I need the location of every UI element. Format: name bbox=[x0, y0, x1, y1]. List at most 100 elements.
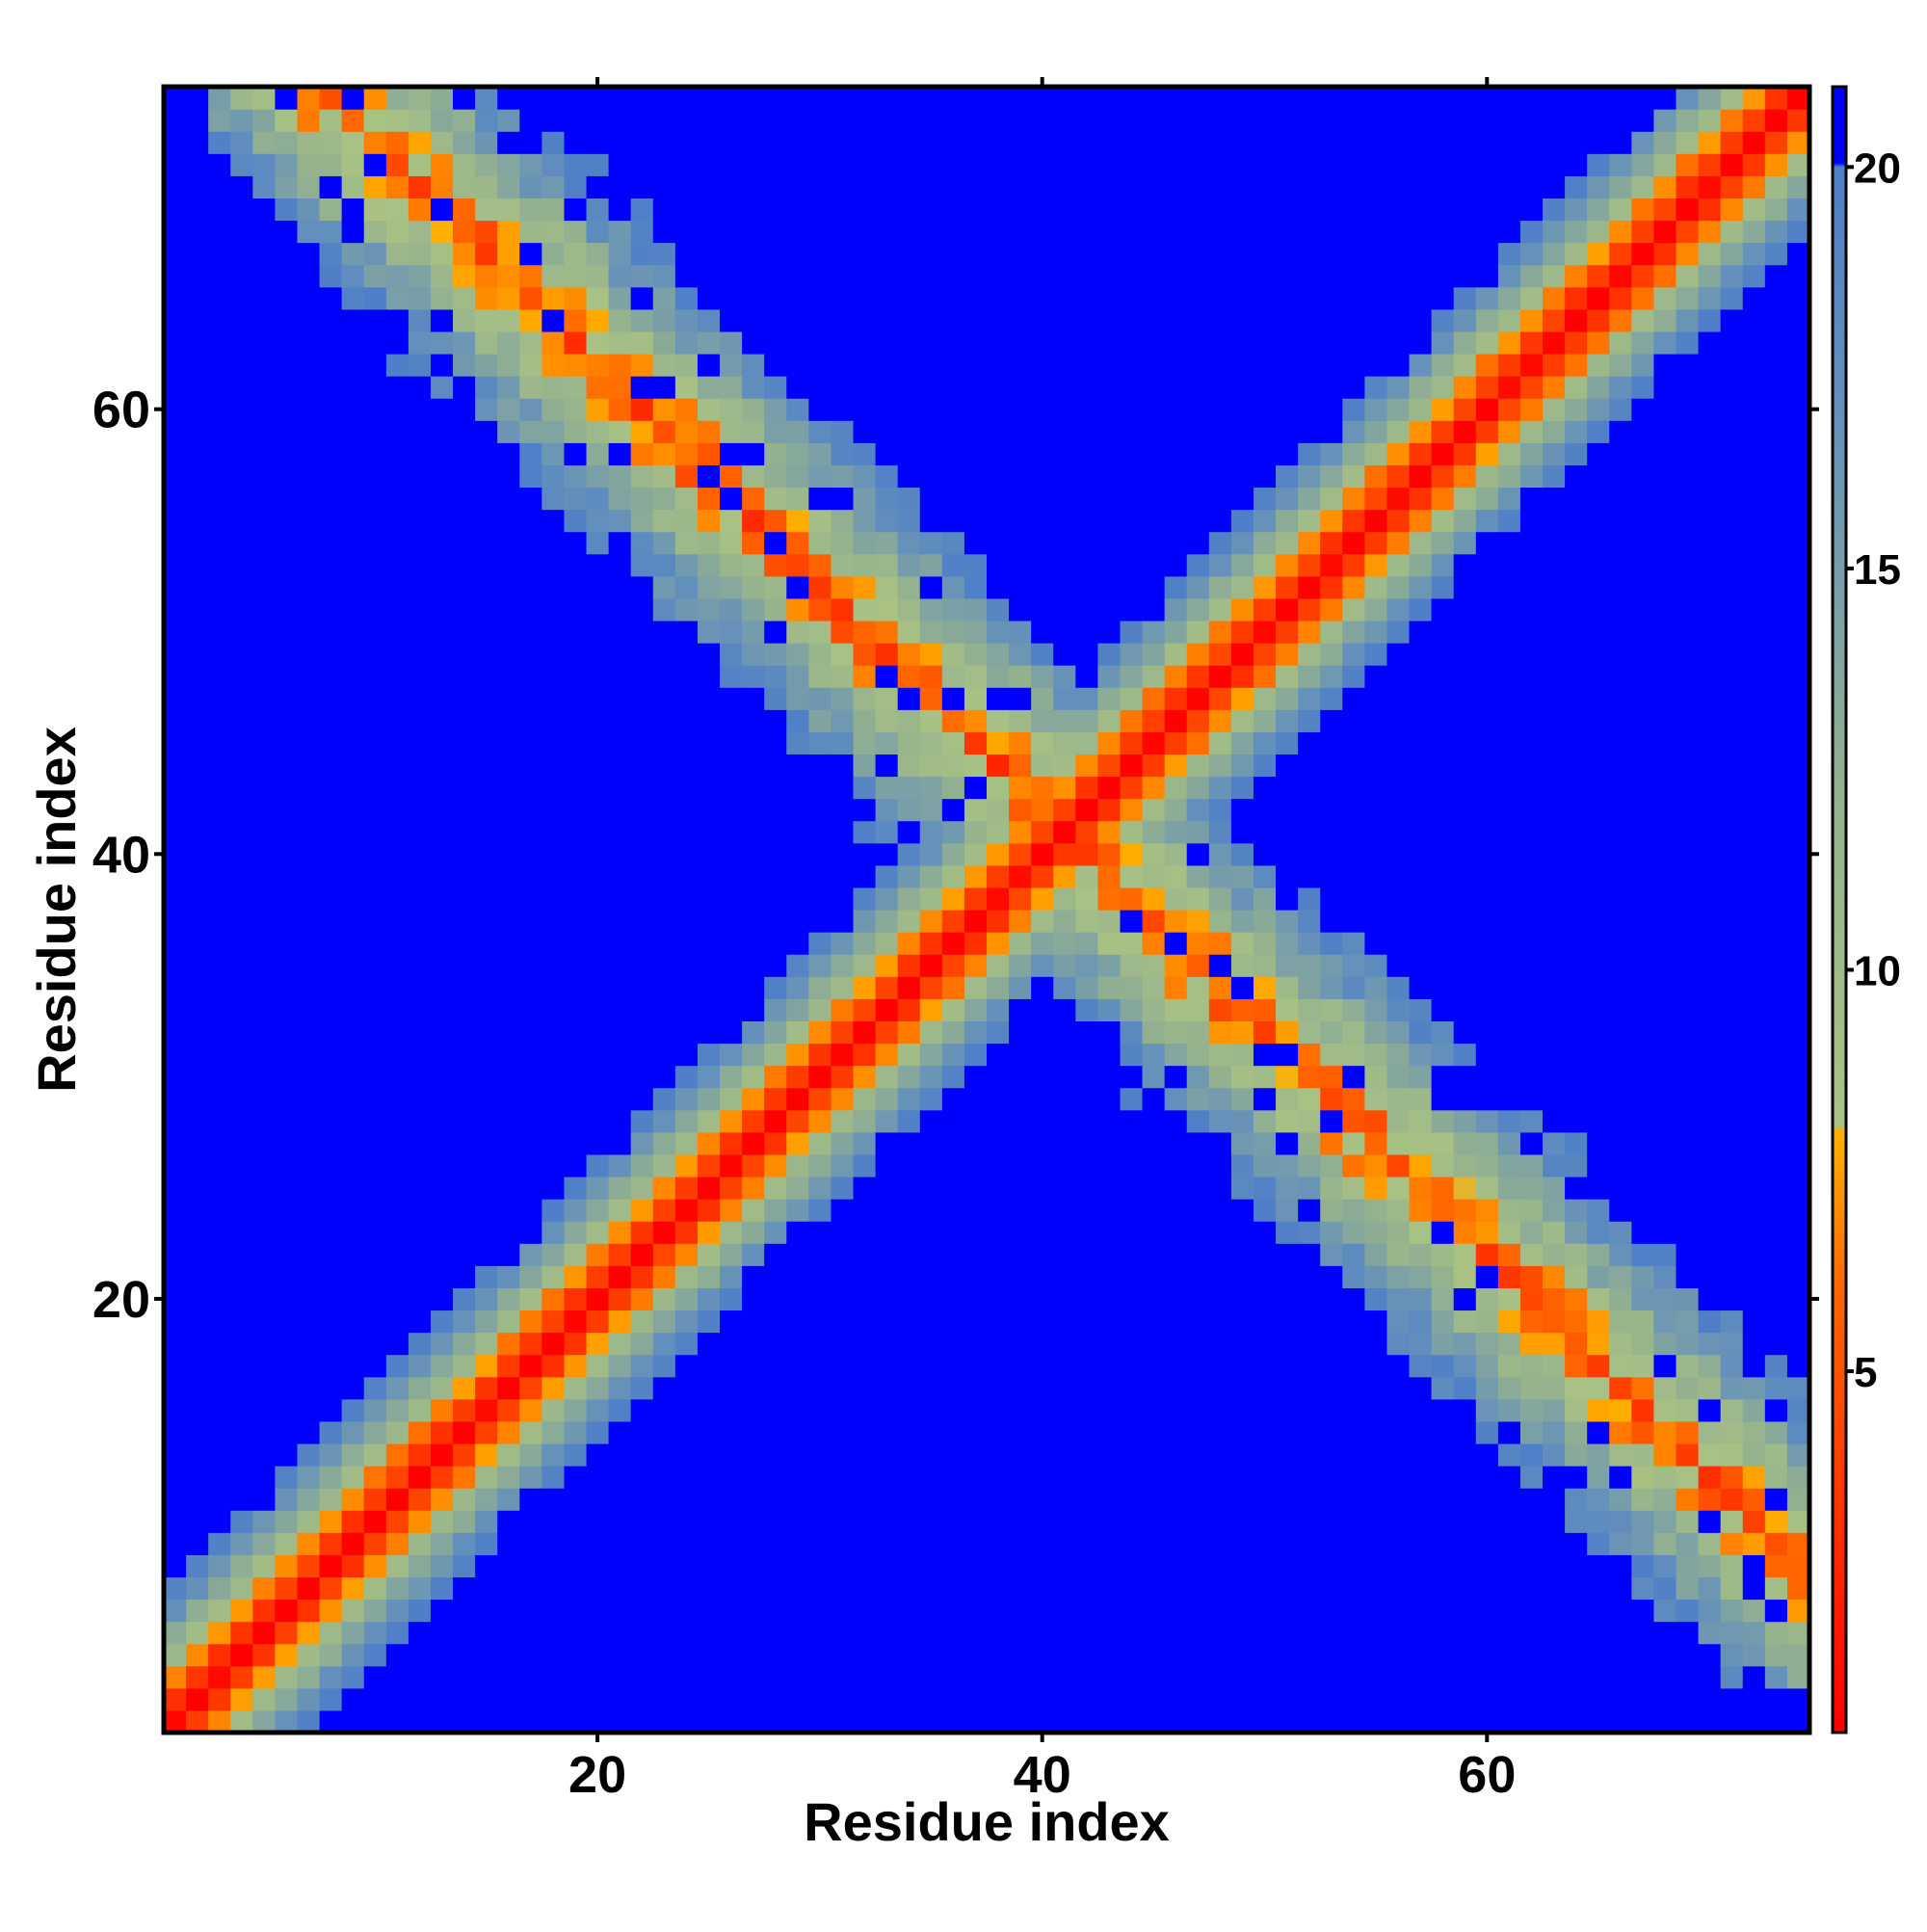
heatmap-cell bbox=[608, 353, 632, 377]
heatmap-cell bbox=[742, 776, 765, 800]
heatmap-cell bbox=[1409, 1621, 1433, 1645]
heatmap-cell bbox=[831, 864, 855, 888]
heatmap-cell bbox=[519, 1131, 542, 1155]
heatmap-cell bbox=[164, 976, 187, 999]
heatmap-cell bbox=[475, 87, 498, 110]
heatmap-cell bbox=[586, 220, 610, 244]
heatmap-cell bbox=[1031, 1709, 1054, 1734]
heatmap-cell bbox=[519, 1020, 542, 1045]
heatmap-cell bbox=[341, 464, 365, 489]
heatmap-cell bbox=[164, 842, 187, 866]
heatmap-cell bbox=[1230, 842, 1254, 866]
heatmap-cell bbox=[1431, 1287, 1455, 1311]
heatmap-cell bbox=[919, 1065, 943, 1089]
heatmap-cell bbox=[1142, 1665, 1166, 1689]
heatmap-cell bbox=[519, 1532, 542, 1555]
heatmap-cell bbox=[630, 1221, 654, 1244]
heatmap-cell bbox=[831, 910, 855, 933]
heatmap-cell bbox=[453, 1265, 476, 1288]
heatmap-cell bbox=[941, 1131, 965, 1155]
heatmap-cell bbox=[652, 1043, 676, 1067]
heatmap-cell bbox=[875, 1554, 899, 1578]
heatmap-cell bbox=[919, 109, 943, 132]
heatmap-cell bbox=[186, 198, 209, 222]
heatmap-cell bbox=[208, 709, 231, 732]
heatmap-cell bbox=[1453, 643, 1477, 666]
heatmap-cell bbox=[1142, 687, 1166, 710]
heatmap-cell bbox=[297, 1643, 321, 1667]
heatmap-cell bbox=[786, 575, 809, 599]
heatmap-cell bbox=[230, 1087, 253, 1111]
heatmap-cell bbox=[1342, 87, 1365, 110]
heatmap-cell bbox=[341, 1354, 365, 1378]
heatmap-cell bbox=[1431, 153, 1455, 176]
heatmap-cell bbox=[1230, 1065, 1254, 1089]
heatmap-cell bbox=[941, 1687, 965, 1711]
heatmap-cell bbox=[497, 1532, 520, 1555]
heatmap-cell bbox=[1519, 954, 1544, 977]
heatmap-cell bbox=[1587, 687, 1610, 710]
heatmap-cell bbox=[786, 264, 809, 288]
heatmap-cell bbox=[697, 376, 721, 399]
heatmap-cell bbox=[497, 1087, 520, 1111]
heatmap-cell bbox=[1565, 442, 1588, 465]
heatmap-cell bbox=[252, 1043, 276, 1067]
heatmap-cell bbox=[1409, 1020, 1433, 1045]
heatmap-cell bbox=[1031, 1265, 1054, 1288]
heatmap-cell bbox=[808, 1510, 832, 1533]
heatmap-cell bbox=[1253, 1466, 1277, 1489]
heatmap-cell bbox=[742, 1532, 765, 1555]
heatmap-cell bbox=[941, 998, 965, 1021]
heatmap-cell bbox=[764, 1687, 787, 1711]
heatmap-cell bbox=[1609, 87, 1632, 110]
heatmap-cell bbox=[1342, 820, 1365, 844]
heatmap-cell bbox=[1298, 820, 1321, 844]
heatmap-cell bbox=[564, 1153, 588, 1178]
heatmap-cell bbox=[1230, 1488, 1254, 1511]
heatmap-cell bbox=[1120, 286, 1144, 310]
heatmap-cell bbox=[987, 709, 1010, 732]
heatmap-cell bbox=[1497, 820, 1521, 844]
heatmap-cell bbox=[186, 1265, 209, 1288]
heatmap-cell bbox=[252, 1532, 276, 1555]
heatmap-cell bbox=[1142, 575, 1166, 599]
heatmap-cell bbox=[385, 864, 409, 888]
heatmap-cell bbox=[208, 998, 231, 1021]
heatmap-cell bbox=[697, 620, 721, 644]
heatmap-cell bbox=[385, 198, 409, 222]
heatmap-cell bbox=[1543, 932, 1566, 955]
heatmap-cell bbox=[430, 464, 454, 489]
heatmap-cell bbox=[230, 153, 253, 176]
heatmap-cell bbox=[1453, 87, 1477, 110]
heatmap-cell bbox=[430, 731, 454, 755]
heatmap-cell bbox=[919, 531, 943, 555]
heatmap-cell bbox=[1276, 754, 1299, 778]
heatmap-cell bbox=[1009, 798, 1032, 822]
heatmap-cell bbox=[1075, 331, 1098, 355]
heatmap-cell bbox=[1120, 1221, 1144, 1244]
heatmap-cell bbox=[363, 887, 387, 911]
heatmap-cell bbox=[697, 1243, 721, 1266]
heatmap-cell bbox=[275, 308, 299, 332]
heatmap-cell bbox=[720, 687, 743, 710]
heatmap-cell bbox=[186, 1221, 209, 1244]
heatmap-cell bbox=[453, 1621, 476, 1645]
heatmap-cell bbox=[1587, 264, 1610, 288]
heatmap-cell bbox=[1631, 687, 1655, 710]
heatmap-cell bbox=[697, 1065, 721, 1089]
heatmap-cell bbox=[208, 264, 231, 288]
heatmap-cell bbox=[1609, 976, 1632, 999]
heatmap-cell bbox=[831, 1442, 855, 1467]
heatmap-cell bbox=[475, 398, 498, 421]
heatmap-cell bbox=[1097, 1398, 1122, 1422]
heatmap-cell bbox=[831, 464, 855, 489]
heatmap-cell bbox=[1519, 1687, 1544, 1711]
heatmap-cell bbox=[652, 1153, 676, 1178]
heatmap-cell bbox=[1120, 776, 1144, 800]
heatmap-cell bbox=[875, 776, 899, 800]
heatmap-cell bbox=[275, 864, 299, 888]
heatmap-cell bbox=[630, 198, 654, 222]
heatmap-cell bbox=[1031, 1532, 1054, 1555]
heatmap-cell bbox=[1342, 1020, 1365, 1045]
heatmap-cell bbox=[564, 198, 588, 222]
